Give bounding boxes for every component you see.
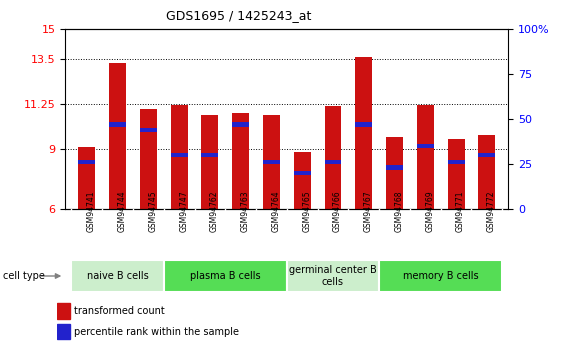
Text: GSM94768: GSM94768 [395, 190, 403, 232]
Bar [379, 260, 502, 292]
Bar [232, 113, 249, 209]
Text: GSM94744: GSM94744 [118, 190, 127, 232]
Bar [448, 139, 465, 209]
Bar [356, 57, 372, 209]
Text: GSM94763: GSM94763 [241, 190, 250, 232]
Bar [294, 152, 311, 209]
Bar [171, 105, 187, 209]
Text: germinal center B
cells: germinal center B cells [289, 265, 377, 287]
Bar [57, 303, 69, 319]
Bar [417, 144, 434, 148]
Bar [72, 260, 164, 292]
Text: GDS1695 / 1425243_at: GDS1695 / 1425243_at [166, 9, 311, 22]
Bar [140, 109, 157, 209]
Bar [448, 160, 465, 164]
Bar [109, 122, 126, 127]
Bar [324, 106, 341, 209]
Text: GSM94765: GSM94765 [302, 190, 311, 232]
Bar [78, 160, 95, 164]
Text: memory B cells: memory B cells [403, 271, 478, 281]
Bar [386, 137, 403, 209]
Text: GSM94766: GSM94766 [333, 190, 342, 232]
Text: GSM94764: GSM94764 [272, 190, 281, 232]
Bar [263, 160, 280, 164]
Bar [417, 105, 434, 209]
Bar [164, 260, 287, 292]
Bar [324, 160, 341, 164]
Text: cell type: cell type [3, 271, 45, 281]
Bar [171, 153, 187, 157]
Bar [57, 324, 69, 339]
Bar [78, 147, 95, 209]
Text: plasma B cells: plasma B cells [190, 271, 261, 281]
Bar [478, 135, 495, 209]
Text: GSM94747: GSM94747 [179, 190, 188, 232]
Bar [386, 165, 403, 170]
Text: percentile rank within the sample: percentile rank within the sample [74, 327, 239, 337]
Bar [202, 153, 218, 157]
Text: GSM94762: GSM94762 [210, 190, 219, 232]
Bar [478, 153, 495, 157]
Text: naive B cells: naive B cells [87, 271, 148, 281]
Bar [202, 115, 218, 209]
Text: GSM94745: GSM94745 [148, 190, 157, 232]
Text: GSM94769: GSM94769 [425, 190, 435, 232]
Bar [232, 122, 249, 127]
Text: transformed count: transformed count [74, 306, 165, 316]
Bar [287, 260, 379, 292]
Bar [356, 122, 372, 127]
Bar [109, 63, 126, 209]
Text: GSM94772: GSM94772 [487, 190, 496, 232]
Bar [140, 128, 157, 132]
Text: GSM94767: GSM94767 [364, 190, 373, 232]
Bar [263, 115, 280, 209]
Text: GSM94741: GSM94741 [87, 190, 96, 232]
Text: GSM94771: GSM94771 [456, 190, 465, 232]
Bar [294, 171, 311, 175]
